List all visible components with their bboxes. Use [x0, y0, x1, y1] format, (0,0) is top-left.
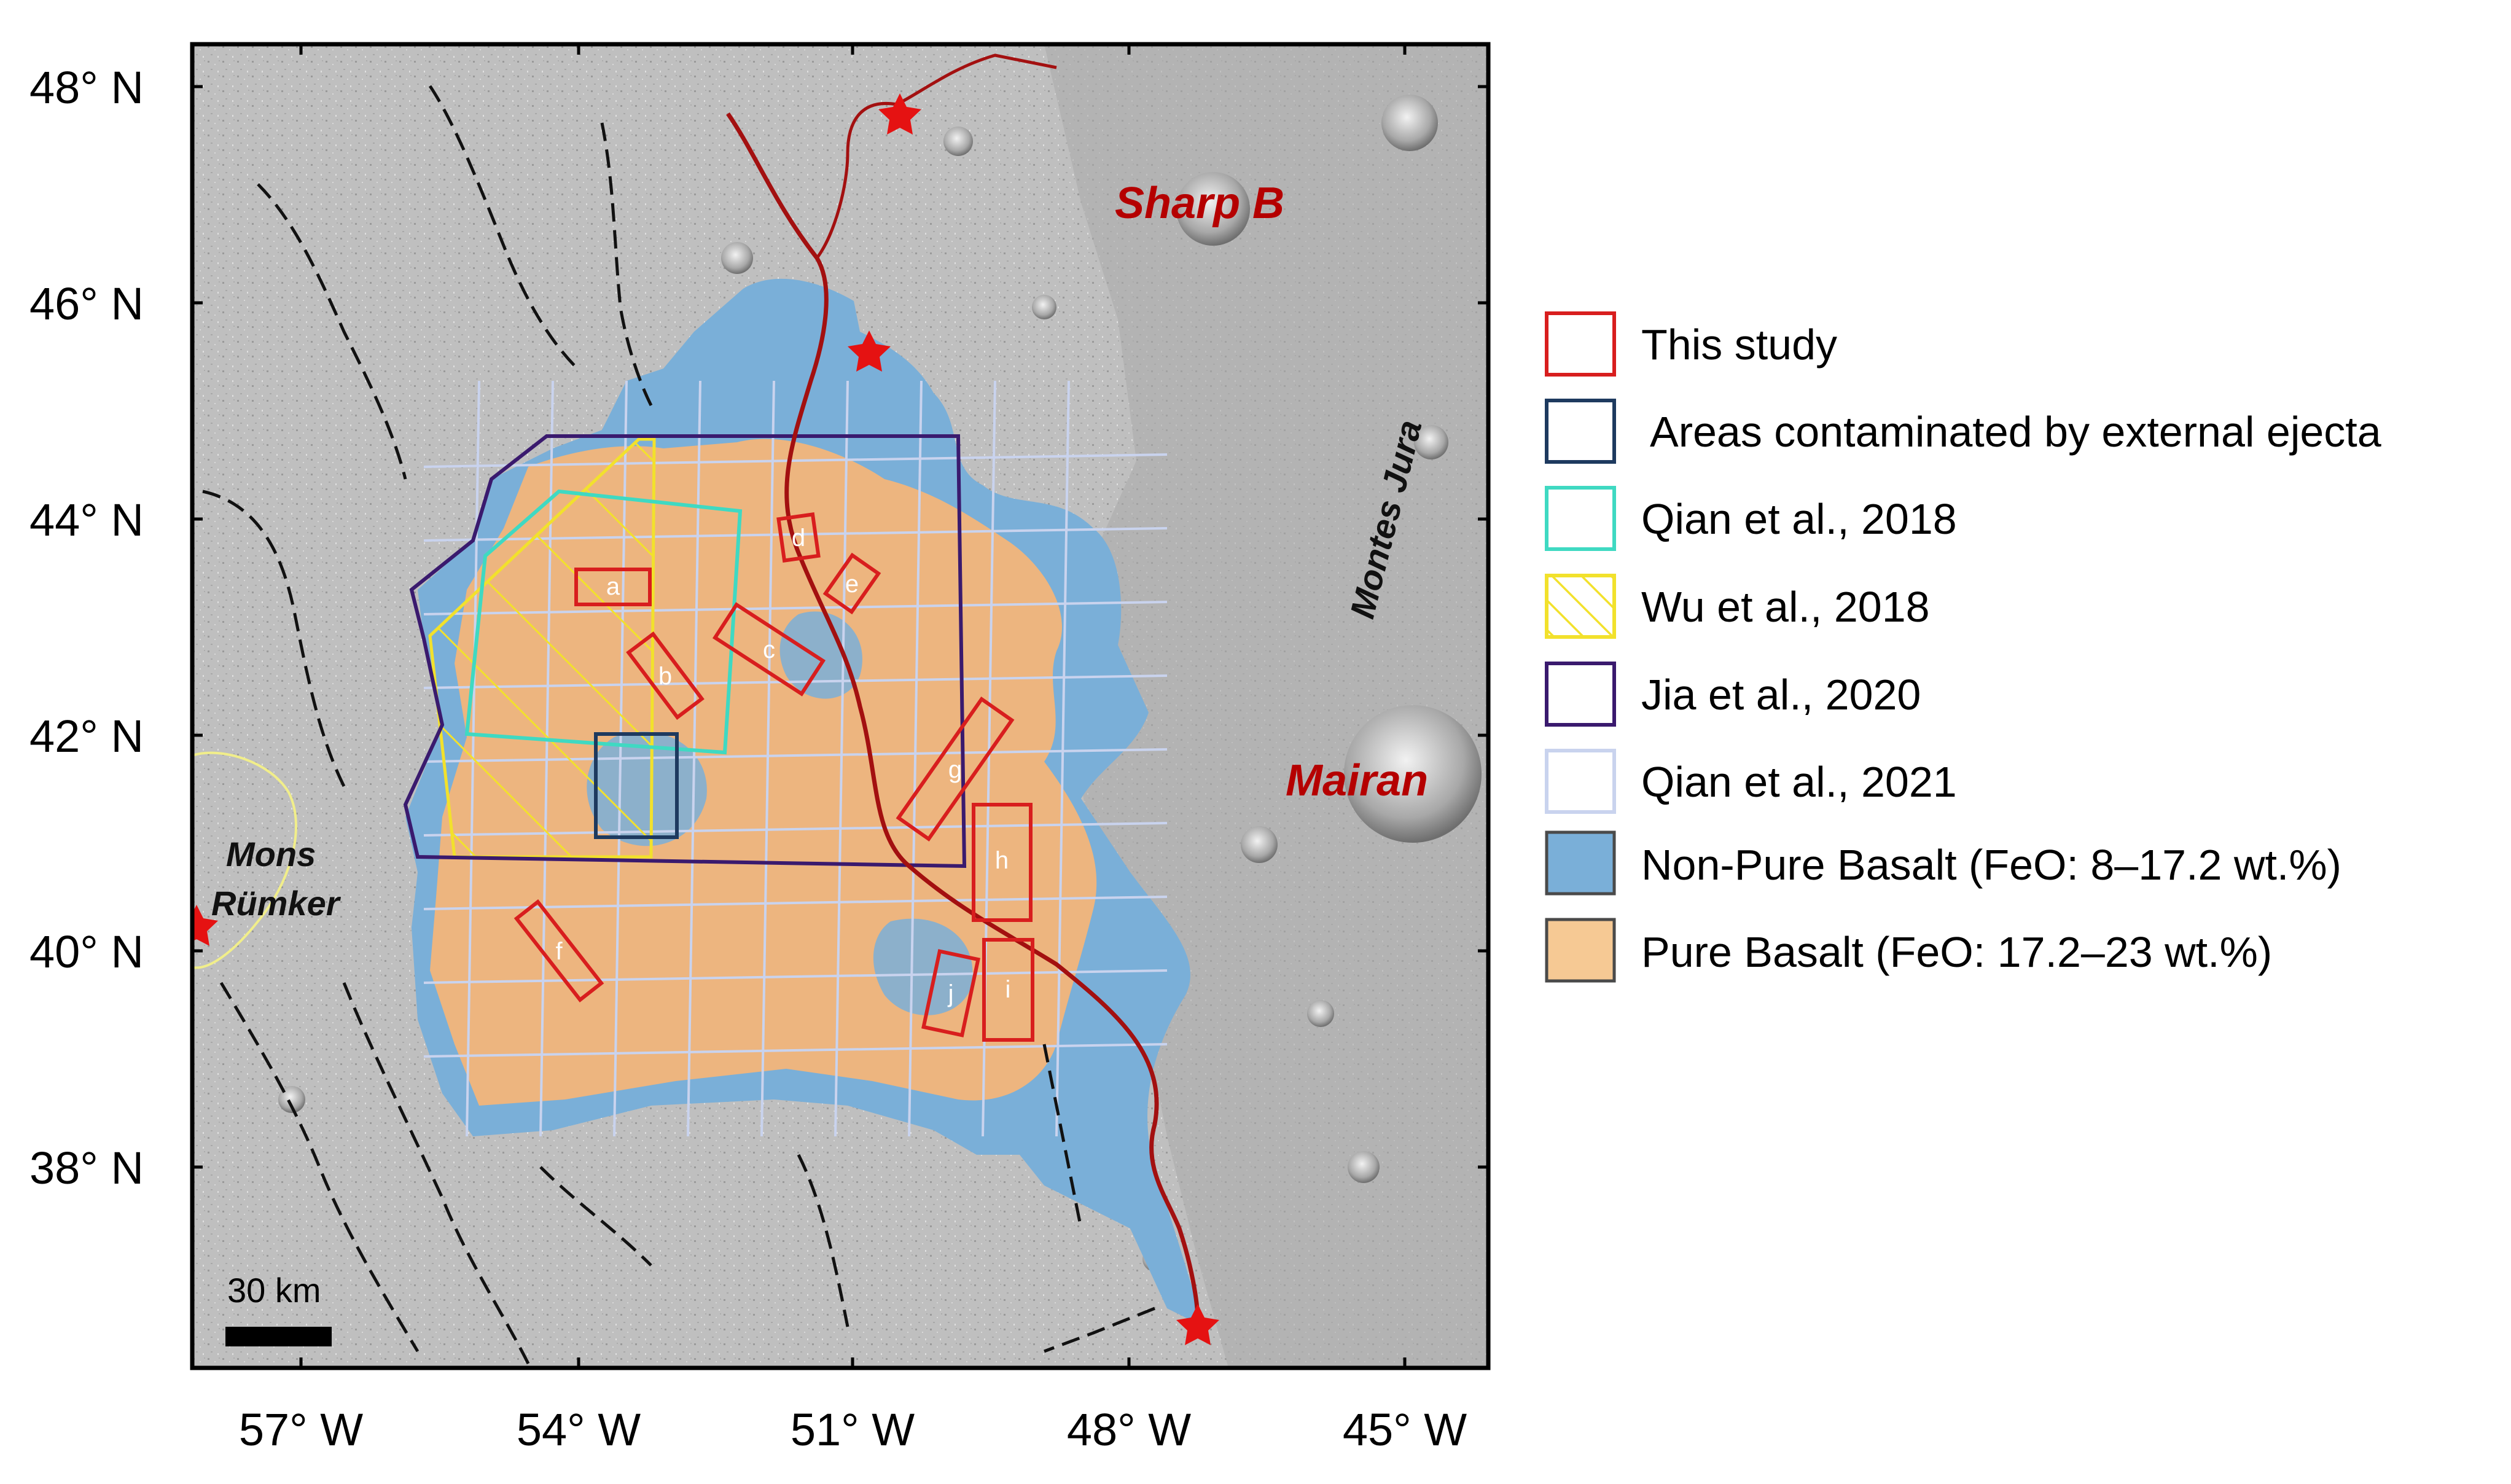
study-box-b: b	[626, 631, 705, 720]
star-icon	[878, 93, 921, 135]
river-channel	[726, 112, 1200, 1321]
crater	[1348, 1151, 1380, 1183]
study-box-a: a	[574, 568, 652, 606]
location-stars	[192, 93, 1219, 1345]
study-box-c: c	[712, 602, 826, 697]
lon-label: 54° W	[517, 1404, 641, 1455]
star-icon	[192, 905, 218, 946]
legend: This study Areas contaminated by externa…	[1545, 311, 2381, 983]
legend-label: Jia et al., 2020	[1641, 671, 1921, 719]
lat-label: 40° N	[29, 926, 144, 977]
jia-2020-area	[403, 434, 967, 869]
legend-item-qian-2021: Qian et al., 2021	[1545, 749, 1957, 814]
crater-sharp-b	[1176, 172, 1250, 246]
svg-text:i: i	[1006, 976, 1011, 1003]
legend-item-wu-2018: Wu et al., 2018	[1545, 574, 1930, 639]
lat-label: 42° N	[29, 711, 144, 762]
svg-text:h: h	[995, 847, 1009, 874]
svg-text:a: a	[606, 573, 620, 600]
legend-swatch	[1545, 486, 1616, 551]
lat-label: 44° N	[29, 494, 144, 545]
fault-lines	[202, 85, 1155, 1365]
lat-label: 46° N	[29, 278, 144, 329]
crater	[721, 242, 753, 274]
legend-label: Wu et al., 2018	[1641, 583, 1930, 631]
legend-item-contaminated: Areas contaminated by external ejecta	[1545, 399, 2381, 464]
legend-label: Pure Basalt (FeO: 17.2–23 wt.%)	[1641, 928, 2272, 976]
axis-ticks	[192, 44, 1488, 1368]
lon-label: 51° W	[791, 1404, 915, 1455]
crater	[1414, 425, 1448, 459]
legend-swatch	[1545, 399, 1616, 464]
legend-item-qian-2018: Qian et al., 2018	[1545, 486, 1957, 551]
legend-swatch	[1545, 574, 1616, 639]
study-box-f: f	[514, 899, 604, 1002]
study-box-g: g	[896, 696, 1015, 842]
svg-text:c: c	[763, 636, 775, 663]
latitude-labels: 48° N 46° N 44° N 42° N 40° N 38° N	[29, 62, 144, 1193]
lon-label: 57° W	[239, 1404, 363, 1455]
label-mairan: Mairan	[1286, 756, 1428, 805]
mons-rumker-outline	[192, 751, 297, 969]
study-box-e: e	[822, 552, 881, 615]
legend-swatch	[1545, 311, 1616, 377]
study-box-h: h	[972, 803, 1033, 922]
map-frame	[190, 42, 1491, 1370]
lon-label: 45° W	[1343, 1404, 1467, 1455]
label-mons-rumker-2: Rümker	[211, 884, 342, 923]
svg-text:b: b	[658, 663, 672, 690]
longitude-labels: 57° W 54° W 51° W 48° W 45° W	[239, 1404, 1467, 1455]
legend-item-pure-basalt: Pure Basalt (FeO: 17.2–23 wt.%)	[1545, 918, 2272, 983]
lat-label: 48° N	[29, 62, 144, 113]
legend-label: Non-Pure Basalt (FeO: 8–17.2 wt.%)	[1641, 841, 2341, 889]
svg-text:g: g	[948, 756, 962, 783]
study-box-d: d	[776, 512, 821, 563]
crater-mairan	[1344, 705, 1482, 843]
study-box-j: j	[921, 949, 980, 1037]
legend-label: Qian et al., 2021	[1641, 758, 1957, 806]
legend-swatch	[1545, 918, 1616, 983]
svg-text:e: e	[845, 571, 859, 598]
label-mons-rumker-1: Mons	[226, 835, 316, 873]
legend-item-jia-2020: Jia et al., 2020	[1545, 662, 1921, 727]
lat-label: 38° N	[29, 1142, 144, 1193]
legend-item-non-pure-basalt: Non-Pure Basalt (FeO: 8–17.2 wt.%)	[1545, 830, 2341, 896]
crater	[1241, 826, 1278, 863]
star-icon	[848, 330, 891, 372]
crater	[1307, 1000, 1334, 1027]
crater	[943, 127, 973, 156]
crater	[1381, 95, 1438, 151]
star-icon	[1176, 1304, 1219, 1345]
svg-text:j: j	[948, 980, 954, 1007]
scale-bar	[225, 1327, 332, 1346]
lon-label: 48° W	[1067, 1404, 1191, 1455]
study-boxes: a b c d e f g	[514, 512, 1034, 1042]
crater	[278, 1086, 305, 1113]
crater	[1032, 295, 1056, 319]
svg-text:f: f	[555, 938, 563, 965]
legend-label: Areas contaminated by external ejecta	[1650, 408, 2381, 456]
legend-swatch	[1545, 749, 1616, 814]
legend-label: This study	[1641, 321, 1837, 369]
legend-swatch	[1545, 830, 1616, 896]
svg-text:d: d	[792, 525, 805, 552]
map-area: a b c d e f g	[192, 44, 1488, 1368]
qian-2021-grid	[423, 380, 1168, 1137]
legend-item-this-study: This study	[1545, 311, 1837, 377]
qian-2018-area	[464, 489, 743, 755]
legend-swatch	[1545, 662, 1616, 727]
study-box-i: i	[982, 938, 1034, 1042]
scale-bar-label: 30 km	[227, 1271, 321, 1310]
legend-label: Qian et al., 2018	[1641, 495, 1957, 543]
contaminated-area	[594, 732, 679, 839]
label-sharp-b: Sharp B	[1115, 179, 1284, 228]
non-pure-basalt-patch	[873, 918, 973, 1015]
wu-2018-area	[428, 437, 656, 859]
river-channel-north	[815, 53, 1057, 259]
